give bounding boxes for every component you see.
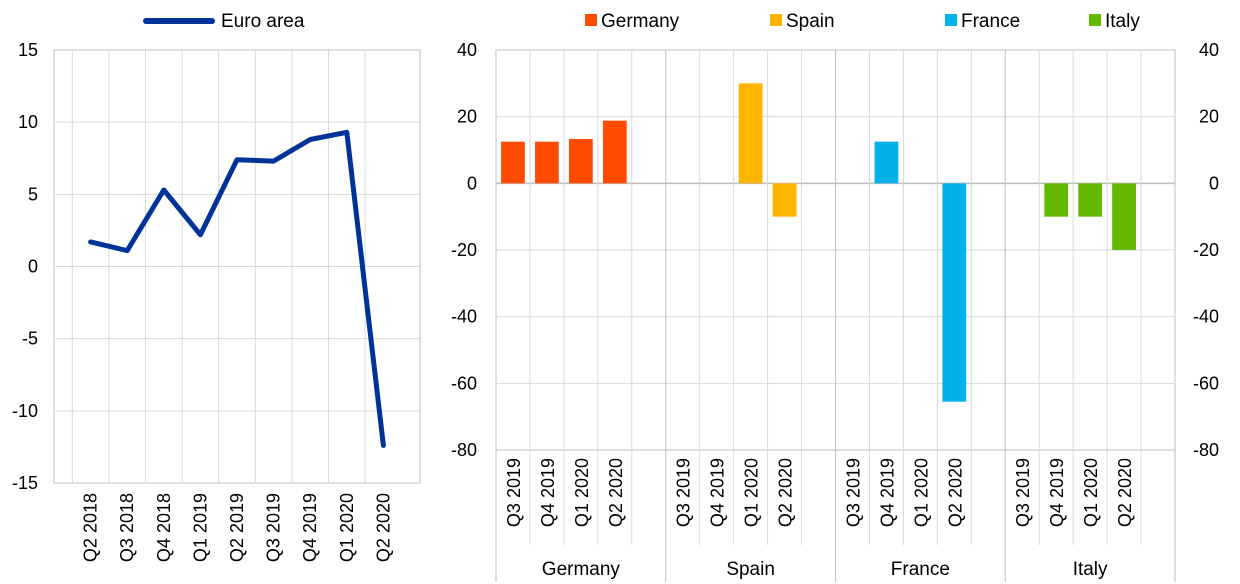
group-label: France — [891, 559, 950, 580]
legend-label-euro-area: Euro area — [221, 11, 305, 32]
y-tick-label-right: 0 — [1209, 173, 1219, 193]
legend-label-italy: Italy — [1105, 11, 1140, 32]
y-tick-label: 15 — [18, 40, 38, 60]
x-tick-label: Q4 2019 — [708, 458, 728, 527]
x-tick-label: Q3 2019 — [264, 493, 284, 562]
bar-germany — [602, 120, 627, 184]
bar-germany — [568, 139, 593, 184]
y-tick-label-right: -20 — [1193, 240, 1219, 260]
bar-spain — [738, 83, 763, 184]
legend-swatch-france — [945, 14, 957, 26]
y-tick-label-right: 20 — [1199, 107, 1219, 127]
y-tick-label: 10 — [18, 112, 38, 132]
bar-france — [874, 141, 899, 184]
y-tick-label-left: 20 — [457, 107, 477, 127]
y-tick-label-right: 40 — [1199, 40, 1219, 60]
x-tick-label: Q3 2019 — [843, 458, 863, 527]
right-bar-chart: 40 40 20 20 0 0 -20 -20 -40 -40 -60 -60 -80 -80 Q3 201… — [451, 11, 1219, 582]
y-tick-label-left: -40 — [451, 307, 477, 327]
left-line-chart: 15 10 5 0 -5 -10 -15 Q2 2018 Q3 2018 Q4 2018 Q1 20… — [12, 11, 421, 562]
legend-label-spain: Spain — [786, 11, 835, 32]
x-tick-label: Q3 2019 — [504, 458, 524, 527]
bar-germany — [501, 141, 525, 184]
y-tick-label: 0 — [28, 257, 38, 277]
x-tick-label: Q1 2020 — [911, 458, 931, 527]
y-tick-label-right: -40 — [1193, 307, 1219, 327]
x-tick-label: Q1 2020 — [742, 458, 762, 527]
x-tick-label: Q4 2018 — [154, 493, 174, 562]
y-tick-label: -15 — [12, 473, 38, 493]
y-tick-label-right: -60 — [1193, 373, 1219, 393]
y-tick-label-left: 40 — [457, 40, 477, 60]
series-line-euro-area — [88, 129, 386, 448]
y-tick-label-left: -20 — [451, 240, 477, 260]
legend-swatch-germany — [585, 14, 597, 26]
bar-italy — [1112, 183, 1136, 250]
bar-spain — [772, 183, 797, 217]
bar-italy — [1078, 183, 1103, 217]
group-label: Spain — [726, 559, 775, 580]
x-tick-label: Q2 2018 — [81, 493, 101, 562]
y-tick-label: 5 — [28, 184, 38, 204]
x-tick-label: Q1 2019 — [190, 493, 210, 562]
y-tick-label-left: 0 — [467, 173, 477, 193]
x-tick-label: Q1 2020 — [1081, 458, 1101, 527]
group-label: Italy — [1073, 559, 1108, 580]
x-tick-label: Q3 2019 — [1013, 458, 1033, 527]
x-tick-label: Q2 2020 — [1115, 458, 1135, 527]
y-tick-label: -10 — [12, 401, 38, 421]
bar-germany — [535, 141, 559, 184]
x-tick-label: Q4 2019 — [1047, 458, 1067, 527]
x-tick-label: Q3 2019 — [674, 458, 694, 527]
x-tick-label: Q2 2020 — [945, 458, 965, 527]
group-label: Germany — [542, 559, 621, 580]
x-tick-label: Q2 2019 — [227, 493, 247, 562]
bar-italy — [1044, 183, 1069, 217]
x-tick-label: Q1 2020 — [572, 458, 592, 527]
y-tick-label: -5 — [22, 329, 38, 349]
x-tick-label: Q4 2019 — [538, 458, 558, 527]
x-tick-label: Q2 2020 — [776, 458, 796, 527]
legend-label-germany: Germany — [601, 11, 680, 32]
x-tick-label: Q4 2019 — [300, 493, 320, 562]
x-tick-label: Q2 2020 — [606, 458, 626, 527]
legend-label-france: France — [961, 11, 1020, 32]
y-tick-label-left: -60 — [451, 373, 477, 393]
y-tick-label-right: -80 — [1193, 440, 1219, 460]
legend-swatch-spain — [770, 14, 782, 26]
x-tick-label: Q2 2020 — [373, 493, 393, 562]
x-tick-label: Q1 2020 — [337, 493, 357, 562]
y-tick-label-left: -80 — [451, 440, 477, 460]
legend-swatch-italy — [1089, 14, 1101, 26]
bar-france — [942, 183, 967, 402]
x-tick-label: Q3 2018 — [117, 493, 137, 562]
x-tick-label: Q4 2019 — [877, 458, 897, 527]
